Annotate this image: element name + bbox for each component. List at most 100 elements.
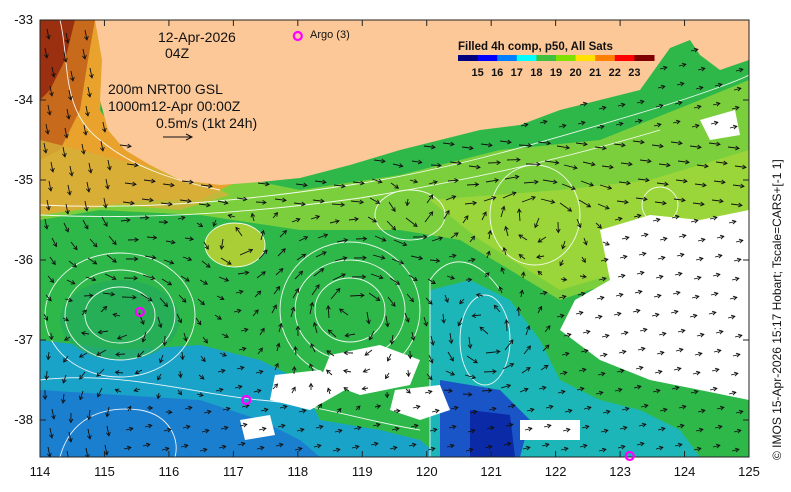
current-vector [117, 334, 128, 340]
current-vector-head [509, 363, 515, 368]
current-vector-head [581, 258, 586, 263]
current-vector-head [335, 447, 341, 453]
current-vector [464, 202, 477, 205]
current-vector [200, 355, 206, 362]
current-vector [274, 363, 279, 371]
current-vector [332, 273, 346, 281]
current-vector-head [128, 426, 134, 432]
current-vector [637, 347, 645, 351]
current-vector [66, 450, 69, 457]
current-vector [184, 406, 192, 410]
current-vector-head [43, 224, 49, 230]
current-vector-head [177, 373, 183, 379]
current-vector-head [335, 219, 340, 224]
current-vector-head [91, 276, 97, 282]
current-vector-head [80, 149, 86, 155]
current-vector-head [48, 335, 54, 341]
current-vector-head [510, 403, 516, 409]
current-vector [69, 165, 73, 176]
current-vector [536, 255, 545, 258]
current-vector-head [692, 313, 698, 319]
current-vector-head [132, 181, 137, 187]
current-vector-head [46, 355, 51, 361]
current-vector-head [487, 388, 493, 393]
current-vector-head [326, 350, 332, 355]
current-vector-head [156, 394, 161, 400]
current-vector-head [723, 160, 728, 166]
current-vector-head [449, 356, 454, 362]
current-vector-head [700, 66, 706, 72]
current-vector [674, 443, 682, 447]
current-vector-head [470, 257, 476, 263]
current-vector [697, 238, 705, 242]
current-vector-head [354, 216, 360, 222]
current-vector-head [731, 219, 737, 225]
current-vector-head [196, 320, 202, 326]
current-vector [257, 347, 263, 355]
current-vector-head [693, 389, 699, 395]
x-tick-label: 118 [287, 464, 308, 479]
current-vector [518, 234, 528, 241]
current-vector [336, 408, 342, 414]
current-vector [51, 408, 55, 419]
current-vector-head [260, 327, 265, 333]
current-vector-head [51, 260, 56, 266]
current-vector-head [50, 72, 56, 78]
current-vector-head [498, 286, 503, 292]
current-vector-head [730, 314, 736, 320]
current-vector-head [203, 338, 208, 344]
current-vector [562, 240, 566, 249]
current-vector [500, 206, 505, 218]
current-vector-head [578, 310, 584, 316]
argo-float-marker [134, 306, 146, 318]
current-vector-head [336, 407, 342, 413]
current-vector [314, 180, 327, 183]
current-vector [374, 235, 386, 242]
current-vector-head [127, 405, 132, 411]
current-vector-head [68, 418, 74, 424]
current-vector-head [163, 219, 169, 225]
current-vector-head [43, 53, 49, 59]
current-vector [386, 220, 396, 231]
current-vector [542, 179, 557, 183]
current-vector [96, 349, 107, 356]
current-vector-head [114, 370, 120, 375]
current-vector [734, 334, 742, 338]
current-vector-head [454, 178, 459, 183]
current-vector-head [148, 405, 154, 411]
current-vector-head [42, 148, 48, 154]
current-vector [708, 142, 721, 145]
current-vector [70, 241, 78, 250]
current-vector-head [189, 179, 194, 185]
current-vector-head [308, 382, 314, 388]
y-tick-label: -37 [14, 332, 33, 347]
x-tick-label: 125 [738, 464, 760, 479]
current-vector [81, 332, 90, 335]
current-vector-head [63, 357, 68, 363]
current-vector [274, 198, 287, 201]
current-vector-head [552, 179, 558, 185]
current-vector-head [655, 388, 661, 394]
current-vector [462, 393, 472, 395]
current-vector-head [655, 217, 661, 223]
current-vector [500, 384, 511, 389]
current-vector-head [471, 374, 477, 380]
current-vector-head [564, 351, 570, 357]
current-vector-head [516, 208, 522, 214]
current-vector [240, 328, 248, 332]
current-vector [522, 446, 530, 450]
current-vector [544, 325, 551, 333]
current-vector [119, 144, 132, 147]
current-vector [560, 447, 568, 451]
current-vector-head [514, 174, 520, 180]
current-vector-head [621, 142, 626, 148]
current-vector-head [579, 386, 585, 392]
current-vector [634, 119, 642, 123]
current-vector-head [694, 123, 700, 129]
current-vector [196, 393, 204, 396]
current-vector-head [603, 428, 609, 434]
current-vector [599, 184, 612, 189]
current-vector-head [315, 284, 320, 289]
colorbar-tick-label: 19 [550, 67, 562, 79]
current-vector-head [658, 445, 664, 451]
